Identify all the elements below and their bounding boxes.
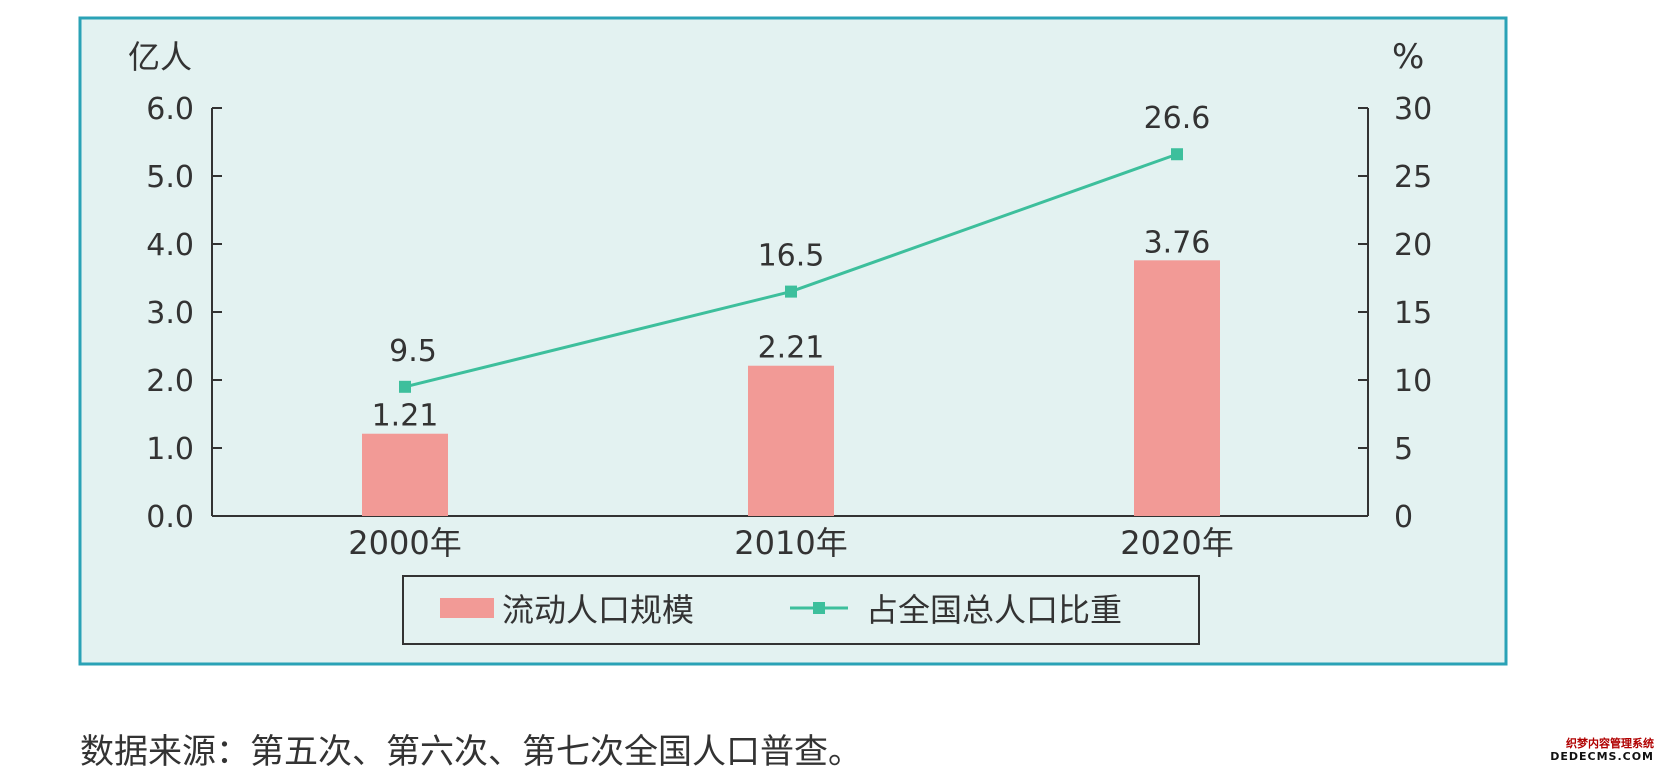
legend-label-line: 占全国总人口比重 — [866, 591, 1122, 629]
right-axis-unit: % — [1392, 37, 1424, 77]
legend-box — [402, 575, 1200, 645]
left-axis-unit: 亿人 — [128, 38, 192, 76]
legend-bar-swatch — [440, 598, 494, 618]
left-axis-tick-label: 1.0 — [146, 432, 194, 467]
data-source-note: 数据来源：第五次、第六次、第七次全国人口普查。 — [80, 732, 862, 772]
bar-value-label: 2.21 — [758, 331, 825, 366]
line-point — [399, 380, 411, 393]
bar — [362, 433, 448, 516]
line-value-label: 26.6 — [1144, 101, 1211, 136]
right-axis-tick-label: 10 — [1394, 364, 1432, 399]
chart-panel — [78, 16, 1508, 666]
bar — [748, 365, 834, 516]
right-axis-tick-label: 5 — [1394, 432, 1413, 467]
bar — [1134, 260, 1220, 516]
legend-line-marker — [813, 602, 825, 614]
right-axis-tick-label: 0 — [1394, 500, 1413, 535]
left-axis-tick-label: 2.0 — [146, 364, 194, 399]
left-axis-tick-label: 3.0 — [146, 296, 194, 331]
right-axis-tick-label: 30 — [1394, 92, 1432, 127]
left-axis-tick-label: 6.0 — [146, 92, 194, 127]
left-axis-tick-label: 5.0 — [146, 160, 194, 195]
watermark-line1: 织梦内容管理系统 — [1566, 737, 1654, 750]
x-axis-category-label: 2010年 — [734, 524, 847, 562]
watermark: 织梦内容管理系统 DEDECMS.COM — [1550, 737, 1654, 763]
watermark-line2: DEDECMS.COM — [1550, 750, 1654, 763]
legend-label-bar: 流动人口规模 — [502, 591, 694, 629]
x-axis-category-label: 2020年 — [1120, 524, 1233, 562]
right-axis-tick-label: 25 — [1394, 160, 1432, 195]
left-axis-tick-label: 4.0 — [146, 228, 194, 263]
right-axis-tick-label: 20 — [1394, 228, 1432, 263]
x-axis-category-label: 2000年 — [348, 524, 461, 562]
line-value-label: 16.5 — [758, 239, 825, 274]
right-axis-tick-label: 15 — [1394, 296, 1432, 331]
left-axis-tick-label: 0.0 — [146, 500, 194, 535]
line-point — [785, 285, 797, 298]
line-point — [1171, 148, 1183, 161]
bar-value-label: 1.21 — [372, 399, 439, 434]
line-value-label: 9.5 — [389, 334, 437, 369]
bar-value-label: 3.76 — [1144, 225, 1211, 260]
